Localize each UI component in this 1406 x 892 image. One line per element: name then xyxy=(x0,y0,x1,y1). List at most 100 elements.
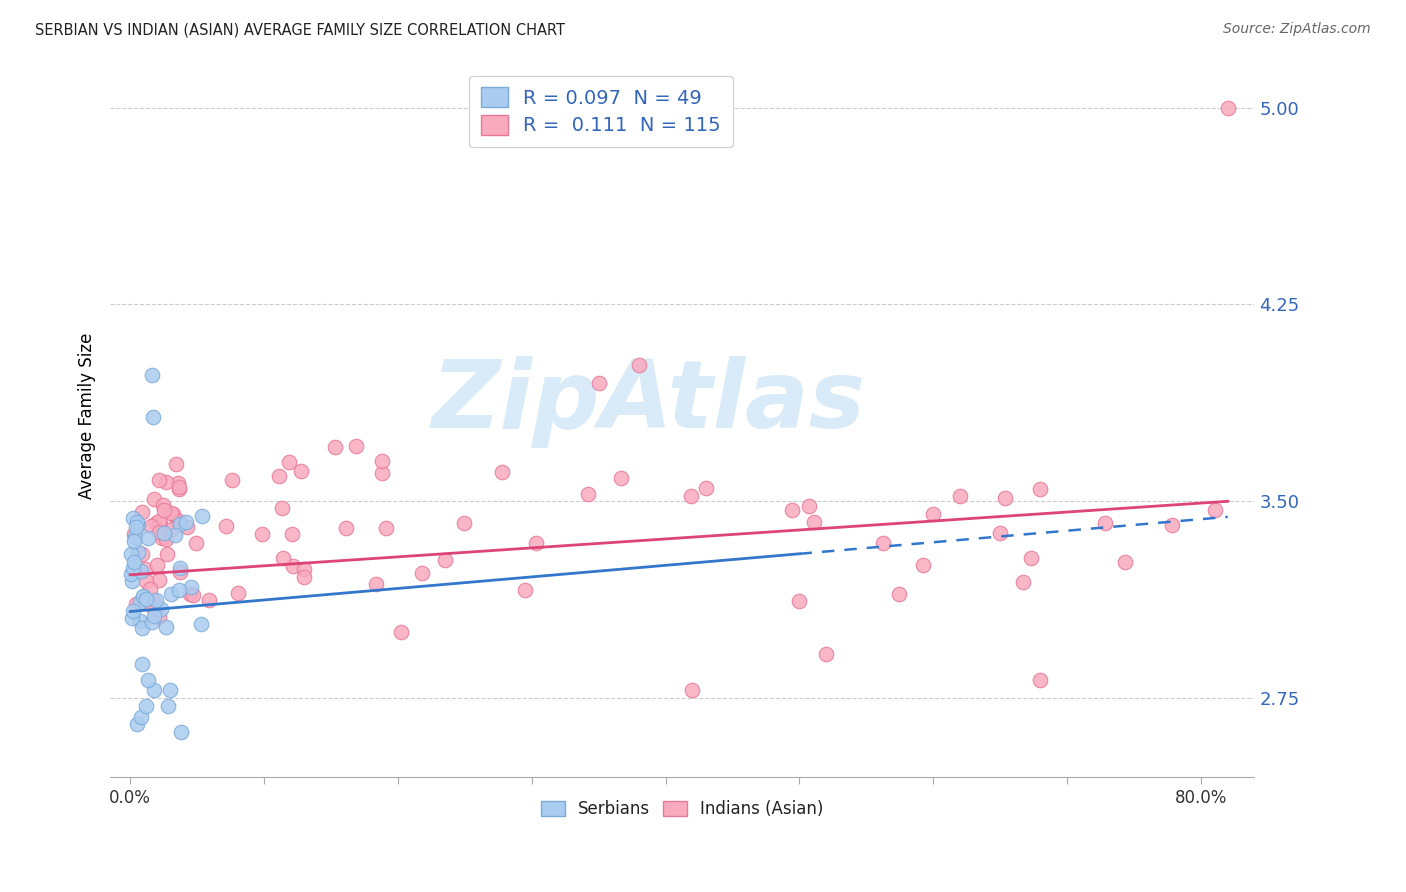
Point xyxy=(129,709,152,723)
Point xyxy=(371,466,394,480)
Point xyxy=(1094,516,1116,531)
Text: SERBIAN VS INDIAN (ASIAN) AVERAGE FAMILY SIZE CORRELATION CHART: SERBIAN VS INDIAN (ASIAN) AVERAGE FAMILY… xyxy=(35,22,565,37)
Point xyxy=(125,597,148,611)
Point xyxy=(163,527,186,541)
Point xyxy=(122,555,145,569)
Point xyxy=(143,492,166,507)
Point xyxy=(135,592,157,607)
Point xyxy=(627,358,650,372)
Point xyxy=(166,514,188,528)
Point xyxy=(190,616,212,631)
Point xyxy=(136,531,159,545)
Point xyxy=(125,717,148,731)
Point xyxy=(221,473,243,487)
Point xyxy=(141,599,163,614)
Point xyxy=(148,514,170,528)
Point xyxy=(132,590,155,604)
Point xyxy=(156,547,179,561)
Point xyxy=(148,610,170,624)
Point xyxy=(148,573,170,587)
Point xyxy=(125,520,148,534)
Point xyxy=(803,515,825,529)
Text: Source: ZipAtlas.com: Source: ZipAtlas.com xyxy=(1223,22,1371,37)
Point xyxy=(281,558,304,573)
Point xyxy=(152,499,174,513)
Point xyxy=(183,588,205,602)
Point xyxy=(176,520,198,534)
Point xyxy=(1029,673,1052,687)
Point xyxy=(127,515,149,529)
Point xyxy=(131,505,153,519)
Point xyxy=(146,558,169,573)
Point xyxy=(155,475,177,489)
Point xyxy=(1028,482,1050,496)
Point xyxy=(170,725,193,739)
Point xyxy=(141,615,163,629)
Point xyxy=(135,698,157,713)
Point xyxy=(681,489,703,503)
Point xyxy=(389,625,412,640)
Point xyxy=(128,595,150,609)
Point xyxy=(887,587,910,601)
Point xyxy=(344,439,367,453)
Point xyxy=(191,508,214,523)
Point xyxy=(780,503,803,517)
Point xyxy=(132,589,155,603)
Point xyxy=(169,561,191,575)
Point xyxy=(167,475,190,490)
Point xyxy=(588,376,610,391)
Point xyxy=(1216,101,1239,115)
Point xyxy=(124,533,146,548)
Point xyxy=(155,532,177,546)
Point xyxy=(148,524,170,539)
Point xyxy=(169,516,191,531)
Point xyxy=(271,500,294,515)
Point xyxy=(148,473,170,487)
Point xyxy=(184,536,207,550)
Point xyxy=(155,620,177,634)
Point xyxy=(872,535,894,549)
Point xyxy=(142,608,165,623)
Point xyxy=(815,647,838,661)
Point xyxy=(131,547,153,561)
Point xyxy=(1161,517,1184,532)
Point xyxy=(323,440,346,454)
Point xyxy=(120,567,142,582)
Point xyxy=(121,574,143,588)
Point xyxy=(371,454,394,468)
Point xyxy=(134,562,156,576)
Point xyxy=(127,545,149,559)
Point xyxy=(1011,575,1033,590)
Point xyxy=(167,483,190,497)
Point xyxy=(374,521,396,535)
Point xyxy=(152,525,174,540)
Point xyxy=(226,586,249,600)
Legend: Serbians, Indians (Asian): Serbians, Indians (Asian) xyxy=(533,791,832,826)
Point xyxy=(169,565,191,579)
Point xyxy=(134,574,156,588)
Point xyxy=(141,368,163,383)
Point xyxy=(179,587,201,601)
Point xyxy=(681,683,703,698)
Point xyxy=(524,536,547,550)
Point xyxy=(127,518,149,533)
Point xyxy=(145,516,167,530)
Point xyxy=(176,516,198,530)
Point xyxy=(139,582,162,596)
Point xyxy=(129,614,152,628)
Point xyxy=(131,657,153,671)
Point xyxy=(576,486,599,500)
Point xyxy=(949,489,972,503)
Point xyxy=(169,583,191,598)
Point xyxy=(149,517,172,532)
Point xyxy=(120,547,142,561)
Point xyxy=(138,594,160,608)
Point xyxy=(142,593,165,607)
Point xyxy=(994,491,1017,505)
Point xyxy=(143,683,166,698)
Point xyxy=(273,551,295,566)
Point xyxy=(153,503,176,517)
Point xyxy=(167,480,190,494)
Point xyxy=(152,531,174,545)
Point xyxy=(988,525,1011,540)
